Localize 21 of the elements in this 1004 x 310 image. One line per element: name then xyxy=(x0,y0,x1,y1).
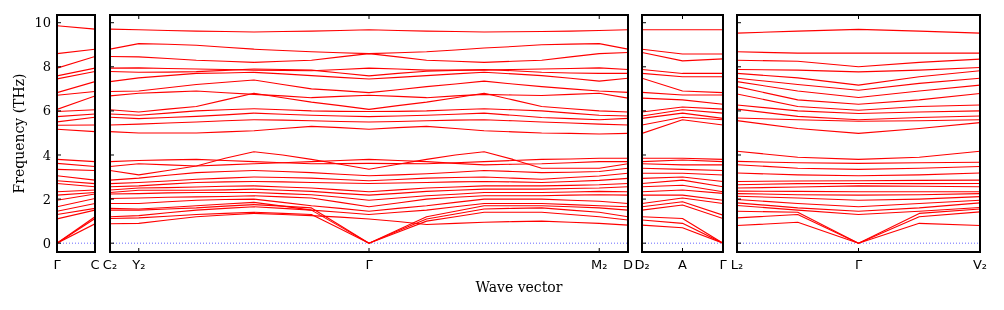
x-tick-label: Γ xyxy=(365,257,374,272)
x-tick-label: L₂ xyxy=(730,257,744,272)
x-tick-label: Γ xyxy=(719,257,728,272)
x-tick-label: Γ xyxy=(53,257,62,272)
x-tick-label: C xyxy=(90,257,100,272)
y-tick-label: 8 xyxy=(42,59,51,75)
x-tick-label: A xyxy=(678,257,688,272)
y-axis-title: Frequency (THz) xyxy=(11,73,27,194)
x-tick-label: Γ xyxy=(854,257,863,272)
y-tick-label: 10 xyxy=(34,15,51,31)
x-tick-label: V₂ xyxy=(972,257,988,272)
y-tick-label: 0 xyxy=(42,235,51,251)
y-tick-label: 4 xyxy=(42,147,51,163)
x-tick-label: Y₂ xyxy=(131,257,146,272)
x-axis-title: Wave vector xyxy=(475,279,563,295)
y-tick-label: 2 xyxy=(42,191,51,207)
x-tick-label: D₂ xyxy=(634,257,650,272)
x-tick-label: C₂ xyxy=(102,257,118,272)
x-tick-label: D xyxy=(622,257,634,272)
y-tick-label: 6 xyxy=(42,103,51,119)
x-tick-label: M₂ xyxy=(591,257,608,272)
